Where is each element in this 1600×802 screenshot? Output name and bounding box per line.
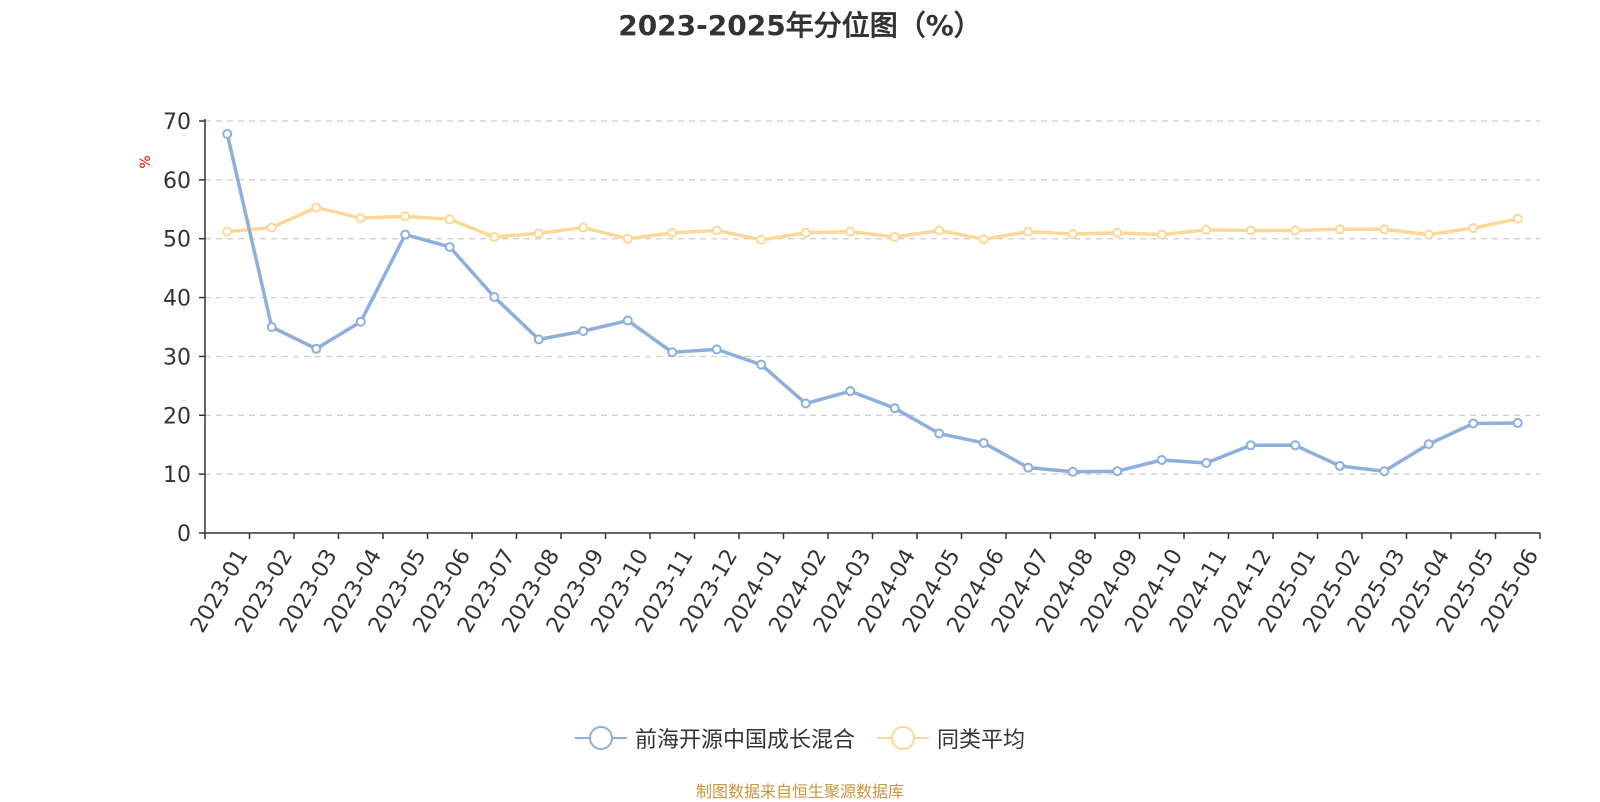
data-point-series-1[interactable]	[1201, 224, 1212, 235]
y-tick-label: 30	[163, 345, 191, 370]
data-point-series-0[interactable]	[934, 428, 945, 439]
data-point-series-1[interactable]	[1112, 227, 1123, 238]
data-point-series-0[interactable]	[1023, 462, 1034, 473]
data-point-series-1[interactable]	[667, 227, 678, 238]
data-point-series-0[interactable]	[355, 316, 366, 327]
series-line-1	[225, 205, 1520, 242]
data-point-series-0[interactable]	[1156, 455, 1167, 466]
data-points	[222, 128, 1523, 477]
data-point-series-0[interactable]	[800, 398, 811, 409]
series-lines	[225, 132, 1520, 474]
data-point-series-0[interactable]	[889, 403, 900, 414]
data-point-series-0[interactable]	[1468, 418, 1479, 429]
grid-lines	[205, 120, 1540, 475]
data-point-series-1[interactable]	[222, 226, 233, 237]
data-point-series-0[interactable]	[311, 343, 322, 354]
data-point-series-0[interactable]	[1379, 466, 1390, 477]
data-point-series-1[interactable]	[311, 202, 322, 213]
data-point-series-1[interactable]	[756, 234, 767, 245]
chart-title: 2023-2025年分位图（%）	[618, 9, 982, 42]
y-tick-label: 50	[163, 228, 191, 253]
data-point-series-1[interactable]	[1245, 225, 1256, 236]
data-point-series-1[interactable]	[400, 211, 411, 222]
data-point-series-1[interactable]	[978, 234, 989, 245]
legend-label-series-1: 同类平均	[937, 728, 1026, 753]
data-point-series-0[interactable]	[622, 315, 633, 326]
axes: 010203040506070%2023-012023-022023-03202…	[138, 110, 1544, 637]
data-point-series-0[interactable]	[222, 128, 233, 139]
data-point-series-1[interactable]	[1379, 224, 1390, 235]
data-point-series-1[interactable]	[1423, 229, 1434, 240]
data-point-series-1[interactable]	[533, 228, 544, 239]
data-point-series-0[interactable]	[444, 241, 455, 252]
data-point-series-0[interactable]	[1290, 440, 1301, 451]
data-point-series-1[interactable]	[1468, 223, 1479, 234]
data-point-series-1[interactable]	[622, 233, 633, 244]
legend-label-series-0: 前海开源中国成长混合	[634, 728, 855, 753]
data-point-series-0[interactable]	[1334, 460, 1345, 471]
source-note: 制图数据来自恒生聚源数据库	[695, 782, 904, 801]
legend-marker-series-1	[877, 725, 929, 751]
legend-item-series-1[interactable]: 同类平均	[877, 722, 1025, 754]
y-tick-label: 70	[163, 110, 191, 135]
y-tick-label: 0	[177, 522, 191, 547]
data-point-series-0[interactable]	[1112, 466, 1123, 477]
data-point-series-0[interactable]	[266, 322, 277, 332]
data-point-series-0[interactable]	[1201, 457, 1212, 468]
y-axis-label: %	[138, 155, 154, 168]
data-point-series-0[interactable]	[1512, 417, 1523, 428]
data-point-series-0[interactable]	[667, 347, 678, 358]
data-point-series-1[interactable]	[800, 227, 811, 238]
data-point-series-0[interactable]	[978, 437, 989, 448]
data-point-series-1[interactable]	[266, 222, 277, 233]
data-point-series-1[interactable]	[444, 214, 455, 225]
chart-legend: 前海开源中国成长混合 同类平均	[0, 722, 1600, 754]
data-point-series-1[interactable]	[889, 231, 900, 242]
data-point-series-1[interactable]	[1067, 229, 1078, 240]
data-point-series-1[interactable]	[1334, 224, 1345, 235]
data-point-series-1[interactable]	[578, 222, 589, 233]
data-point-series-1[interactable]	[1023, 226, 1034, 237]
legend-marker-series-0	[574, 725, 627, 751]
data-point-series-0[interactable]	[489, 291, 500, 302]
y-tick-label: 40	[163, 287, 191, 312]
y-tick-label: 10	[163, 463, 191, 488]
data-point-series-0[interactable]	[578, 326, 589, 337]
y-tick-label: 20	[163, 404, 191, 429]
data-point-series-0[interactable]	[1423, 439, 1434, 450]
data-point-series-1[interactable]	[934, 225, 945, 236]
data-point-series-0[interactable]	[756, 359, 767, 370]
data-point-series-1[interactable]	[1290, 225, 1301, 236]
data-point-series-0[interactable]	[711, 344, 722, 355]
data-point-series-0[interactable]	[533, 334, 544, 345]
data-point-series-1[interactable]	[355, 213, 366, 224]
data-point-series-1[interactable]	[1512, 213, 1523, 224]
data-point-series-0[interactable]	[1067, 466, 1078, 477]
data-point-series-1[interactable]	[711, 225, 722, 236]
y-tick-label: 60	[163, 169, 191, 194]
data-point-series-1[interactable]	[489, 231, 500, 242]
data-point-series-0[interactable]	[845, 386, 856, 397]
data-point-series-1[interactable]	[845, 226, 856, 237]
legend-item-series-0[interactable]: 前海开源中国成长混合	[574, 722, 855, 754]
series-line-0	[225, 132, 1520, 474]
data-point-series-0[interactable]	[1245, 440, 1256, 451]
data-point-series-1[interactable]	[1156, 229, 1167, 240]
data-point-series-0[interactable]	[400, 229, 411, 240]
